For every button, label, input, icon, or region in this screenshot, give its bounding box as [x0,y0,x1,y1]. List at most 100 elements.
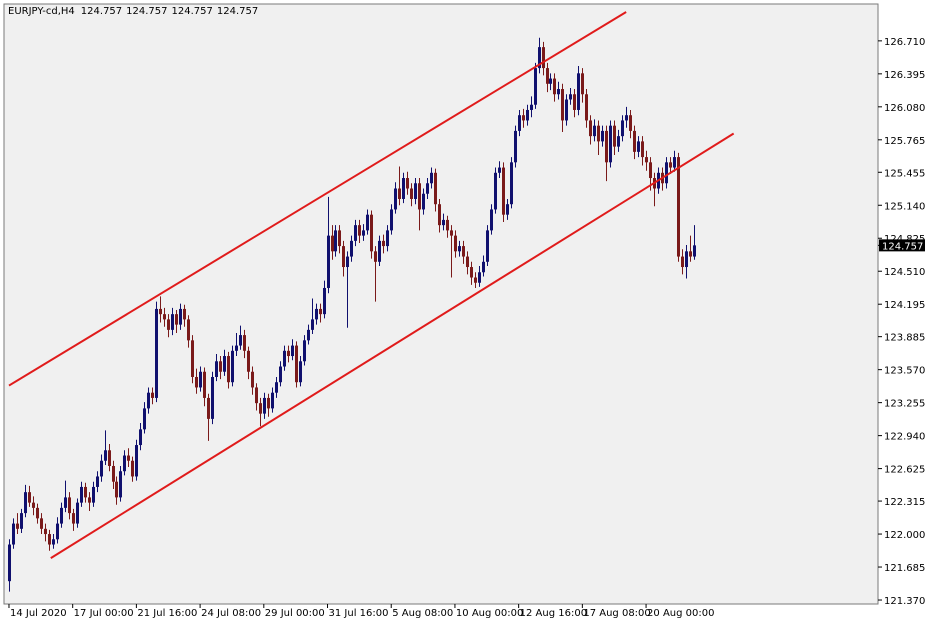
chart-header: EURJPY-cd,H4 124.757 124.757 124.757 124.757 [8,6,258,17]
candle-body [275,382,278,393]
candle-body [175,314,178,325]
candle-body [303,340,306,362]
candle-body [386,230,389,247]
candle-body [255,387,258,404]
candle-body [167,319,170,330]
y-tick-label: 123.885 [884,333,925,344]
x-tick-label: 21 Jul 16:00 [137,608,197,619]
candle-body [522,115,525,121]
candle-body [131,460,134,477]
candle-body [259,403,262,414]
candle-body [490,209,493,231]
y-tick-label: 125.765 [884,136,925,147]
candle-body [609,125,612,163]
candle-body [350,240,353,257]
candle-body [239,335,242,346]
candle-body [625,115,628,121]
candle-body [581,73,584,95]
candle-body [442,219,445,226]
candle-body [637,141,640,152]
y-tick-label: 122.625 [884,465,925,476]
candle-body [16,523,19,529]
candle-body [498,167,501,173]
candle-body [434,172,437,205]
candle-body [414,183,417,199]
candle-body [538,47,541,69]
candle-body [48,534,51,545]
candle-body [677,157,680,257]
candle-body [207,397,210,419]
candle-body [151,392,154,398]
candle-body [179,308,182,325]
x-tick-label: 20 Aug 00:00 [647,608,714,619]
candle-body [462,246,465,257]
candle-body [263,397,266,414]
candle-body [669,162,672,168]
candle-body [478,272,481,283]
candle-body [287,350,290,357]
candle-body [20,513,23,529]
candle-body [64,497,67,508]
candle-body [569,94,572,100]
candle-body [323,287,326,315]
candle-body [577,73,580,110]
candle-body [143,408,146,430]
candle-body [681,256,684,268]
y-tick-label: 121.685 [884,563,925,574]
candle-body [370,214,373,252]
y-tick-label: 123.570 [884,366,925,377]
candle-body [36,507,39,519]
candle-body [215,361,218,377]
candle-body [8,544,11,582]
candle-body [454,235,457,252]
candle-body [203,371,206,398]
candle-body [629,115,632,131]
candle-body [362,230,365,236]
candle-body [402,178,405,199]
candle-body [163,314,166,320]
candle-body [589,120,592,137]
candle-body [665,162,668,184]
candle-body [398,188,401,199]
candle-body [159,308,162,315]
x-tick-label: 17 Jul 00:00 [74,608,134,619]
candle-body [115,481,118,498]
candle-body [108,450,111,466]
candle-body [139,429,142,446]
x-tick-label: 12 Aug 16:00 [520,608,587,619]
candle-body [506,204,509,215]
y-tick-label: 124.510 [884,267,925,278]
candle-body [231,350,234,383]
x-tick-label: 29 Jul 00:00 [265,608,325,619]
candle-body [494,172,497,210]
candle-body [331,235,334,252]
candle-body [605,130,608,163]
candle-body [573,94,576,110]
candle-body [92,486,95,503]
candle-body [466,256,469,268]
candle-body [549,78,552,84]
candle-body [450,230,453,236]
candle-body [119,471,122,498]
candle-body [223,356,226,372]
candle-body [311,319,314,330]
candle-body [418,183,421,210]
candle-body [24,492,27,514]
candle-body [394,188,397,210]
header-low: 124.757 [172,6,213,17]
y-tick-label: 121.370 [884,596,925,607]
candle-body [633,130,636,152]
candle-body [112,465,115,482]
candle-body [354,225,357,241]
candle-body [390,209,393,231]
candle-body [382,240,385,247]
candle-body [155,308,158,398]
y-tick-label: 126.710 [884,37,925,48]
candle-body [171,314,174,330]
candle-body [557,89,560,95]
candle-body [195,376,198,388]
candle-body [617,136,620,147]
last-price-label: 124.757 [882,241,923,252]
